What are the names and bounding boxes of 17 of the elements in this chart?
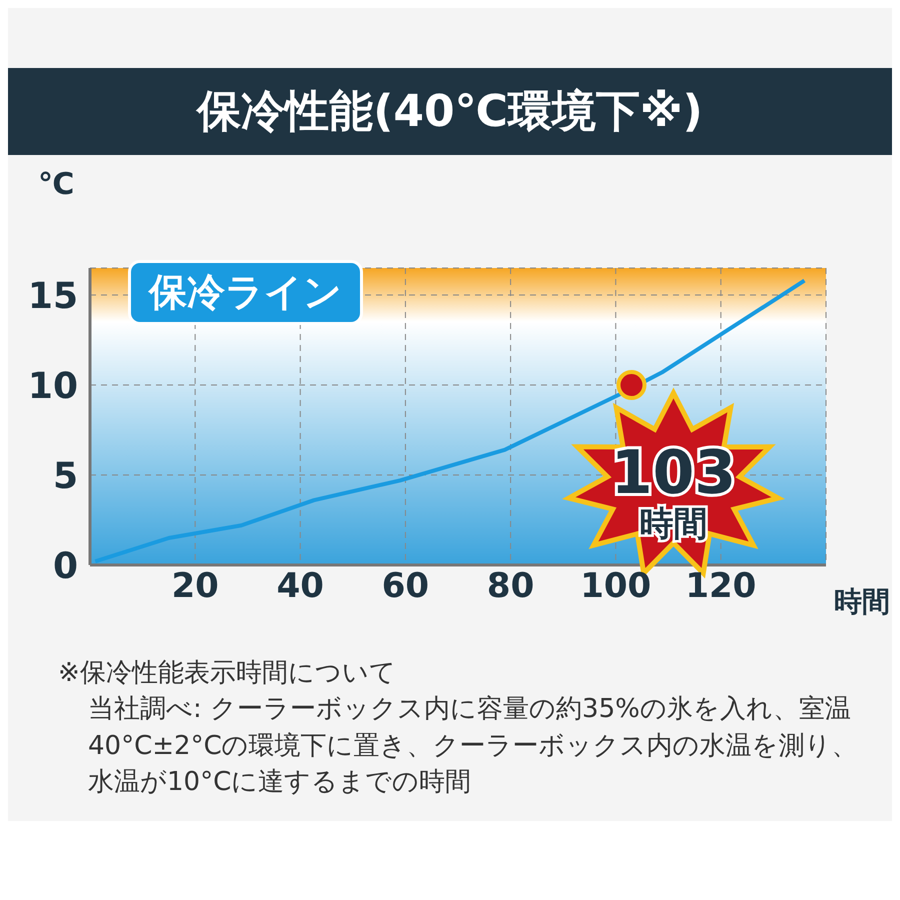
y-tick-label: 5 <box>52 456 78 497</box>
x-tick-label: 40 <box>276 566 324 606</box>
y-axis-title: ℃ <box>38 167 74 202</box>
y-tick-label: 10 <box>28 366 78 407</box>
x-tick-label: 120 <box>685 566 756 606</box>
text: ※保冷性能表示時間について <box>58 657 397 690</box>
text: 保冷ライン <box>128 260 363 325</box>
text: 当社調べ: クーラーボックス内に容量の約35%の氷を入れ、室温40°C±2°Cの環境下に置き、クーラーボックス内の水温を測り、水温が10°Cに達するまでの時間 <box>87 693 858 800</box>
annotation: 103 時間 <box>610 438 736 544</box>
x-tick-label: 60 <box>382 566 430 606</box>
y-tick-label: 0 <box>52 546 78 587</box>
y-tick-label: 15 <box>28 276 78 317</box>
x-tick-label: 80 <box>486 566 534 606</box>
x-tick-label: 100 <box>580 566 652 606</box>
x-axis-title: 時間 <box>834 584 890 618</box>
x-tick-label: 20 <box>171 566 219 606</box>
chart-title: 保冷性能(40℃環境下※) <box>8 68 892 155</box>
